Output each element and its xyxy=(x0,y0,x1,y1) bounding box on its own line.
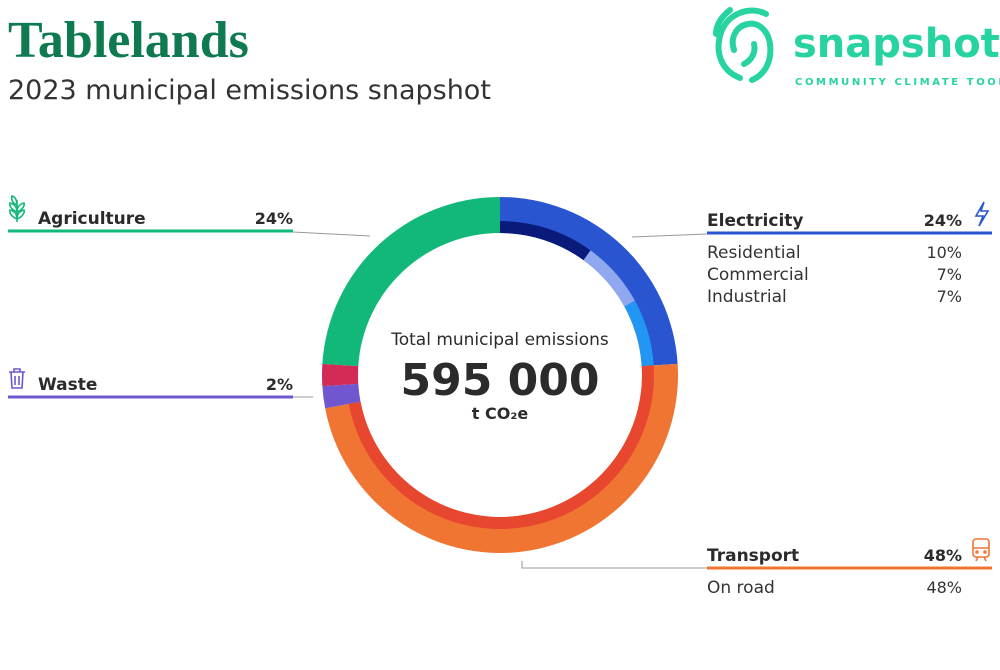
legend-value: 48% xyxy=(924,546,962,565)
logo-mark xyxy=(713,7,774,83)
logo-name: snapshot xyxy=(793,21,1000,67)
sub-label: Residential xyxy=(707,243,801,263)
subcategory-arc xyxy=(583,250,635,307)
sector-arc xyxy=(322,197,500,367)
legend-label: Electricity xyxy=(707,211,804,231)
subcategory-arc xyxy=(624,300,654,367)
sub-value: 10% xyxy=(926,243,962,262)
sector-arc xyxy=(322,363,359,387)
total: 595 000 xyxy=(400,355,599,406)
center-label: Total municipal emissions xyxy=(390,330,609,350)
sub-value: 7% xyxy=(937,265,962,284)
sub-value: 48% xyxy=(926,578,962,597)
sector-arc xyxy=(325,363,678,553)
legend-label: Transport xyxy=(707,546,799,566)
title: Tablelands xyxy=(8,12,249,69)
sector-arc xyxy=(322,383,361,409)
sub-label: On road xyxy=(707,578,775,598)
electricity-icon xyxy=(974,201,990,227)
unit: t CO₂e xyxy=(472,404,529,423)
subcategory-arc xyxy=(500,221,591,261)
legend-label: Agriculture xyxy=(38,209,146,229)
leader-lines xyxy=(292,231,708,569)
transport-icon xyxy=(972,538,990,562)
waste-icon xyxy=(9,368,25,389)
logo-tagline: COMMUNITY CLIMATE TOOL xyxy=(795,77,1000,88)
legend-value: 2% xyxy=(266,375,293,394)
sub-label: Commercial xyxy=(707,265,809,285)
subtitle: 2023 municipal emissions snapshot xyxy=(8,75,491,106)
sub-label: Industrial xyxy=(707,287,787,307)
legend-value: 24% xyxy=(924,211,962,230)
legend-label: Waste xyxy=(38,375,97,395)
legend-value: 24% xyxy=(255,209,293,228)
sub-value: 7% xyxy=(937,287,962,306)
agriculture-icon xyxy=(9,194,25,222)
